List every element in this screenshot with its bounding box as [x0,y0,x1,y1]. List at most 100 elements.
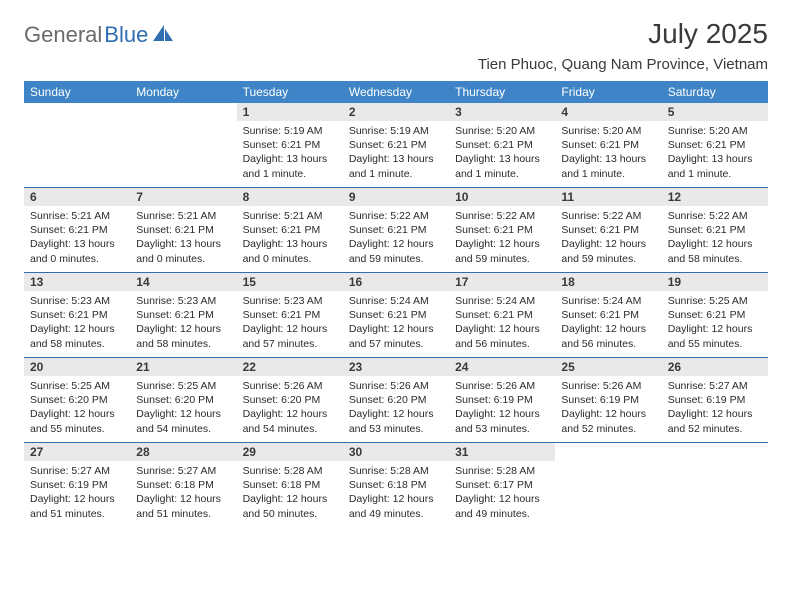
sunrise-text: Sunrise: 5:23 AM [136,294,230,308]
sunrise-text: Sunrise: 5:23 AM [30,294,124,308]
day-details: Sunrise: 5:27 AMSunset: 6:19 PMDaylight:… [662,376,768,442]
calendar-week-row: 20Sunrise: 5:25 AMSunset: 6:20 PMDayligh… [24,357,768,442]
daylight-text: Daylight: 12 hours and 54 minutes. [243,407,337,435]
sunrise-text: Sunrise: 5:23 AM [243,294,337,308]
calendar-day-cell [555,443,661,527]
day-details: Sunrise: 5:28 AMSunset: 6:18 PMDaylight:… [237,461,343,527]
weekday-header: Monday [130,81,236,103]
sunrise-text: Sunrise: 5:27 AM [668,379,762,393]
sunrise-text: Sunrise: 5:26 AM [561,379,655,393]
day-number: 22 [237,358,343,376]
day-number: 28 [130,443,236,461]
sunrise-text: Sunrise: 5:24 AM [349,294,443,308]
sunrise-text: Sunrise: 5:25 AM [136,379,230,393]
day-details: Sunrise: 5:27 AMSunset: 6:18 PMDaylight:… [130,461,236,527]
calendar-day-cell: 3Sunrise: 5:20 AMSunset: 6:21 PMDaylight… [449,103,555,187]
daylight-text: Daylight: 13 hours and 1 minute. [668,152,762,180]
calendar-day-cell: 15Sunrise: 5:23 AMSunset: 6:21 PMDayligh… [237,273,343,357]
sunset-text: Sunset: 6:21 PM [561,223,655,237]
calendar-day-cell: 1Sunrise: 5:19 AMSunset: 6:21 PMDaylight… [237,103,343,187]
day-details: Sunrise: 5:19 AMSunset: 6:21 PMDaylight:… [343,121,449,187]
calendar-day-cell: 22Sunrise: 5:26 AMSunset: 6:20 PMDayligh… [237,358,343,442]
weekday-header: Thursday [449,81,555,103]
location-text: Tien Phuoc, Quang Nam Province, Vietnam [478,56,768,73]
calendar-day-cell: 26Sunrise: 5:27 AMSunset: 6:19 PMDayligh… [662,358,768,442]
sunrise-text: Sunrise: 5:19 AM [349,124,443,138]
day-details: Sunrise: 5:21 AMSunset: 6:21 PMDaylight:… [237,206,343,272]
month-title: July 2025 [478,18,768,50]
day-number: 26 [662,358,768,376]
daylight-text: Daylight: 12 hours and 58 minutes. [30,322,124,350]
calendar-day-cell: 23Sunrise: 5:26 AMSunset: 6:20 PMDayligh… [343,358,449,442]
day-number: 8 [237,188,343,206]
calendar-day-cell: 19Sunrise: 5:25 AMSunset: 6:21 PMDayligh… [662,273,768,357]
day-details: Sunrise: 5:25 AMSunset: 6:20 PMDaylight:… [24,376,130,442]
calendar-day-cell: 11Sunrise: 5:22 AMSunset: 6:21 PMDayligh… [555,188,661,272]
calendar-day-cell: 6Sunrise: 5:21 AMSunset: 6:21 PMDaylight… [24,188,130,272]
brand-part1: General [24,22,102,48]
calendar-day-cell: 31Sunrise: 5:28 AMSunset: 6:17 PMDayligh… [449,443,555,527]
daylight-text: Daylight: 12 hours and 55 minutes. [30,407,124,435]
day-details: Sunrise: 5:25 AMSunset: 6:20 PMDaylight:… [130,376,236,442]
calendar-day-cell: 8Sunrise: 5:21 AMSunset: 6:21 PMDaylight… [237,188,343,272]
sunrise-text: Sunrise: 5:21 AM [243,209,337,223]
brand-sail-icon [152,24,174,47]
day-number: 14 [130,273,236,291]
sunset-text: Sunset: 6:21 PM [30,308,124,322]
brand-part2: Blue [104,22,148,48]
calendar-day-cell: 28Sunrise: 5:27 AMSunset: 6:18 PMDayligh… [130,443,236,527]
daylight-text: Daylight: 12 hours and 57 minutes. [349,322,443,350]
day-details: Sunrise: 5:24 AMSunset: 6:21 PMDaylight:… [555,291,661,357]
day-number: 18 [555,273,661,291]
day-details: Sunrise: 5:22 AMSunset: 6:21 PMDaylight:… [662,206,768,272]
day-details [662,447,768,456]
sunset-text: Sunset: 6:21 PM [136,308,230,322]
sunset-text: Sunset: 6:19 PM [668,393,762,407]
day-details: Sunrise: 5:22 AMSunset: 6:21 PMDaylight:… [555,206,661,272]
sunset-text: Sunset: 6:20 PM [30,393,124,407]
sunset-text: Sunset: 6:18 PM [136,478,230,492]
daylight-text: Daylight: 13 hours and 1 minute. [561,152,655,180]
sunset-text: Sunset: 6:19 PM [455,393,549,407]
day-details: Sunrise: 5:20 AMSunset: 6:21 PMDaylight:… [449,121,555,187]
weekday-header: Sunday [24,81,130,103]
calendar-day-cell: 30Sunrise: 5:28 AMSunset: 6:18 PMDayligh… [343,443,449,527]
sunrise-text: Sunrise: 5:21 AM [30,209,124,223]
calendar-week-row: 13Sunrise: 5:23 AMSunset: 6:21 PMDayligh… [24,272,768,357]
day-details: Sunrise: 5:22 AMSunset: 6:21 PMDaylight:… [343,206,449,272]
sunset-text: Sunset: 6:19 PM [561,393,655,407]
sunrise-text: Sunrise: 5:27 AM [136,464,230,478]
calendar-day-cell: 16Sunrise: 5:24 AMSunset: 6:21 PMDayligh… [343,273,449,357]
day-number: 2 [343,103,449,121]
calendar-day-cell: 14Sunrise: 5:23 AMSunset: 6:21 PMDayligh… [130,273,236,357]
day-number: 17 [449,273,555,291]
day-number: 6 [24,188,130,206]
daylight-text: Daylight: 13 hours and 1 minute. [455,152,549,180]
day-details: Sunrise: 5:23 AMSunset: 6:21 PMDaylight:… [130,291,236,357]
day-number: 11 [555,188,661,206]
daylight-text: Daylight: 12 hours and 53 minutes. [349,407,443,435]
day-number: 29 [237,443,343,461]
sunset-text: Sunset: 6:21 PM [349,138,443,152]
day-details: Sunrise: 5:25 AMSunset: 6:21 PMDaylight:… [662,291,768,357]
sunset-text: Sunset: 6:21 PM [455,308,549,322]
day-details: Sunrise: 5:23 AMSunset: 6:21 PMDaylight:… [24,291,130,357]
sunset-text: Sunset: 6:21 PM [668,308,762,322]
calendar-day-cell: 2Sunrise: 5:19 AMSunset: 6:21 PMDaylight… [343,103,449,187]
daylight-text: Daylight: 12 hours and 51 minutes. [136,492,230,520]
calendar-day-cell: 9Sunrise: 5:22 AMSunset: 6:21 PMDaylight… [343,188,449,272]
day-number: 5 [662,103,768,121]
daylight-text: Daylight: 13 hours and 1 minute. [243,152,337,180]
calendar-day-cell: 24Sunrise: 5:26 AMSunset: 6:19 PMDayligh… [449,358,555,442]
day-number: 7 [130,188,236,206]
day-number: 15 [237,273,343,291]
weekday-header: Friday [555,81,661,103]
day-details [555,447,661,456]
sunrise-text: Sunrise: 5:24 AM [455,294,549,308]
sunrise-text: Sunrise: 5:20 AM [455,124,549,138]
daylight-text: Daylight: 12 hours and 49 minutes. [455,492,549,520]
calendar-day-cell [662,443,768,527]
sunrise-text: Sunrise: 5:20 AM [561,124,655,138]
sunrise-text: Sunrise: 5:24 AM [561,294,655,308]
daylight-text: Daylight: 12 hours and 53 minutes. [455,407,549,435]
